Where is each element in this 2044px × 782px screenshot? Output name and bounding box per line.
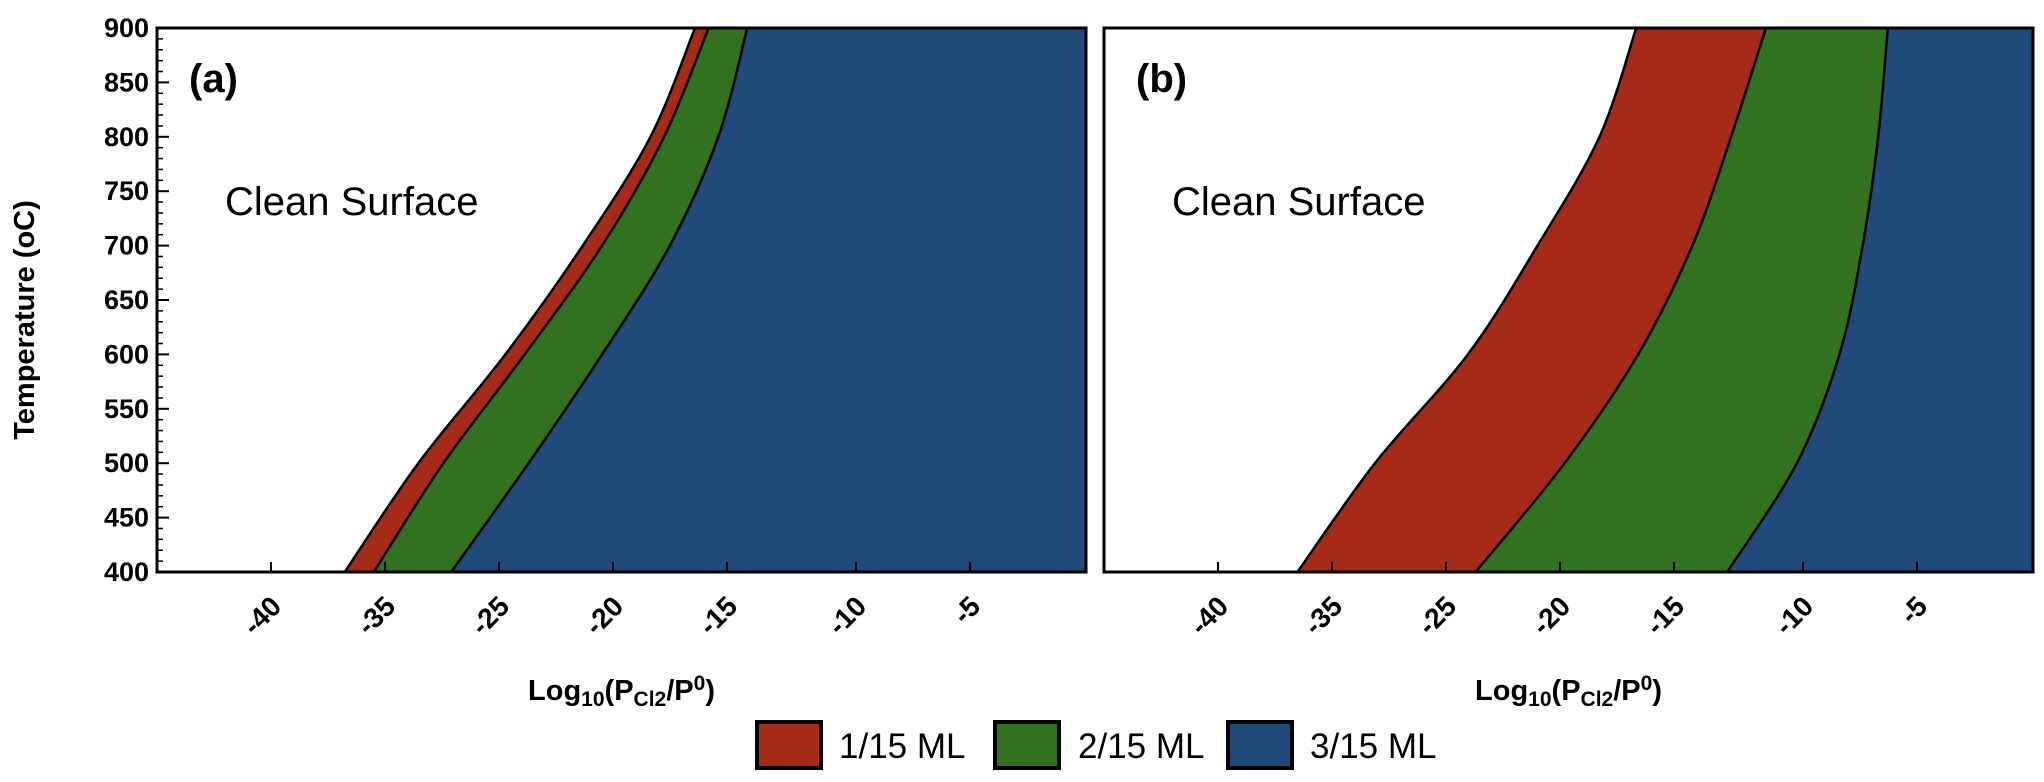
panel-label: (a) (189, 57, 238, 101)
y-tick-label: 550 (104, 394, 149, 424)
x-tick-label: -25 (465, 590, 516, 641)
y-tick-label: 850 (104, 67, 149, 97)
y-tick-label: 750 (104, 176, 149, 206)
x-tick-label: -15 (693, 590, 744, 641)
x-tick-label: -25 (1412, 590, 1463, 641)
y-tick-label: 450 (104, 503, 149, 533)
legend-swatch (755, 720, 823, 770)
region-2-15-ml (1475, 28, 1888, 572)
phase-boundary-1 (1296, 27, 1638, 573)
y-tick-label: 400 (104, 557, 149, 587)
y-tick-label: 650 (104, 285, 149, 315)
x-tick-label: -10 (1769, 590, 1820, 641)
x-tick-label: -40 (1184, 590, 1235, 641)
x-tick-label: -15 (1640, 590, 1691, 641)
phase-boundary-3 (450, 27, 749, 573)
region-2-15-ml (373, 28, 748, 572)
clean-surface-label: Clean Surface (225, 180, 478, 224)
y-tick-label: 700 (104, 231, 149, 261)
x-tick-label: -40 (237, 590, 288, 641)
region-1-15-ml (1297, 28, 1766, 572)
x-tick-label: -20 (579, 590, 630, 641)
x-tick-label: -20 (1526, 590, 1577, 641)
legend-label: 1/15 ML (839, 727, 965, 766)
phase-boundary-2 (1474, 27, 1768, 573)
y-tick-label: 900 (104, 13, 149, 43)
clean-surface-label: Clean Surface (1172, 180, 1425, 224)
x-tick-label: -5 (1894, 590, 1934, 630)
legend-label: 2/15 ML (1078, 727, 1204, 766)
y-tick-label: 800 (104, 122, 149, 152)
panel-label: (b) (1136, 57, 1187, 101)
panel-b: -40 -35 -25 -20 -15 -10 -5 (b) Clean Surface Log1… (1102, 26, 2035, 711)
region-3-15-ml (1727, 28, 2033, 572)
x-tick-label: -5 (947, 590, 987, 630)
phase-boundary-3 (1726, 27, 1890, 573)
x-axis-title: Log10(PCl2/P0) (528, 672, 715, 711)
legend-label: 3/15 ML (1310, 727, 1436, 766)
legend: 1/15 ML 2/15 ML 3/15 ML (755, 720, 1436, 770)
y-tick-label: 600 (104, 339, 149, 369)
y-tick-label: 500 (104, 448, 149, 478)
x-axis-title: Log10(PCl2/P0) (1475, 672, 1662, 711)
phase-boundary-2 (372, 27, 710, 573)
region-3-15-ml (451, 28, 1086, 572)
x-tick-label: -35 (351, 590, 402, 641)
legend-swatch (1226, 720, 1294, 770)
x-tick-label: -35 (1298, 590, 1349, 641)
phase-boundary-1 (343, 27, 697, 573)
plot-frame (1102, 26, 2035, 574)
y-axis-title: Temperature (oC) (9, 200, 41, 440)
legend-swatch (993, 720, 1061, 770)
panel-a: 400 450 500 550 600 650 700 750 800 850 900 -40 -35 -… (104, 13, 1088, 711)
x-tick-label: -10 (822, 590, 873, 641)
